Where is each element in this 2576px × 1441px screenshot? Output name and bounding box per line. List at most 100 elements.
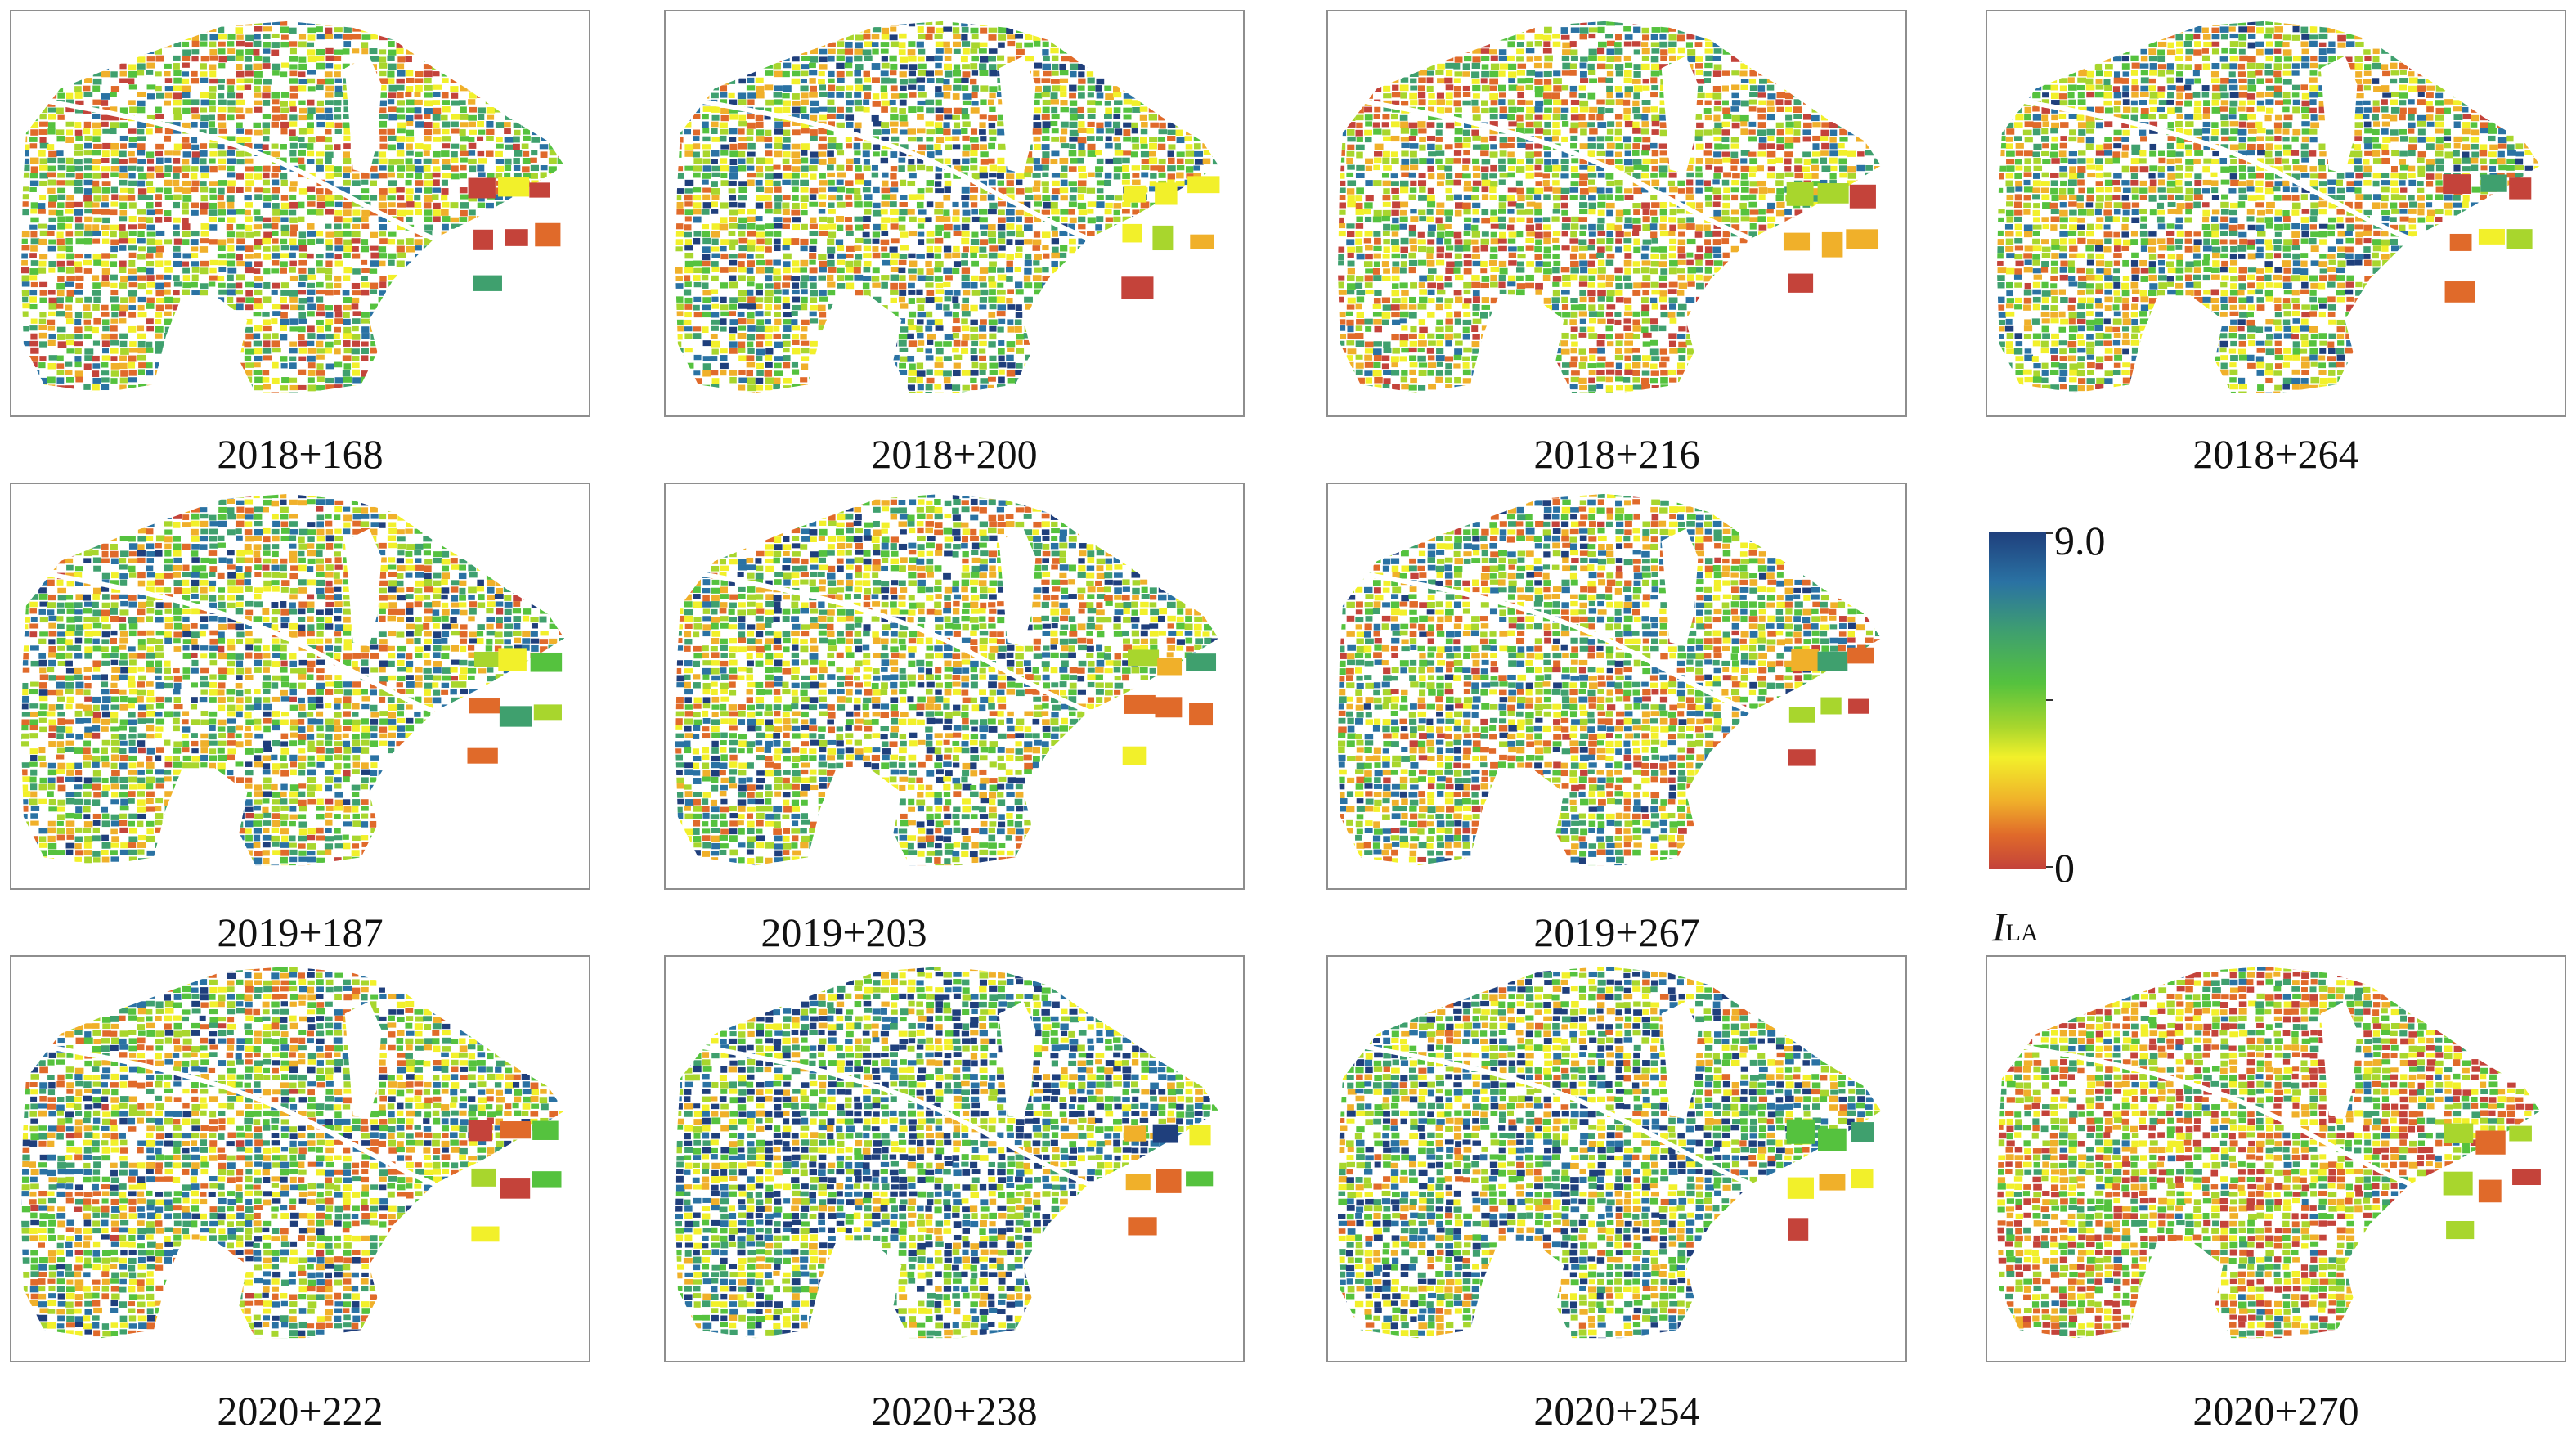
field-mosaic — [20, 493, 565, 866]
outlying-parcel — [1123, 1125, 1147, 1142]
field-mosaic — [1996, 20, 2541, 393]
river-gap — [698, 571, 1090, 714]
field-mosaic — [675, 493, 1219, 866]
river-gap — [698, 1044, 1090, 1187]
outlying-parcel — [2443, 174, 2471, 194]
lake-gap — [2320, 1001, 2358, 1120]
map-panel-2019-203 — [664, 483, 1245, 890]
map-caption: 2020+254 — [1388, 1390, 1846, 1431]
river-gap — [43, 571, 436, 714]
outlying-parcel — [2478, 1179, 2502, 1203]
color-scale-tick — [2046, 866, 2053, 868]
outlying-parcel — [2480, 174, 2507, 192]
map-caption: 2019+203 — [615, 912, 1073, 953]
outlying-parcel — [2444, 281, 2475, 303]
outlying-parcel — [1851, 1122, 1874, 1142]
outlying-parcel — [1128, 649, 1160, 667]
outlying-parcel — [2509, 1125, 2532, 1142]
outlying-parcel — [1189, 703, 1214, 726]
outlying-parcel — [471, 1168, 496, 1187]
outlying-parcel — [1125, 1174, 1151, 1191]
map-caption: 2020+270 — [2047, 1390, 2505, 1431]
outlying-parcel — [473, 651, 505, 667]
outlying-parcel — [2446, 1220, 2475, 1240]
river-gap — [43, 1044, 436, 1187]
lake-gap — [344, 56, 382, 174]
outlying-parcel — [1186, 1171, 1214, 1187]
river-gap — [2019, 1044, 2412, 1187]
outlying-parcel — [1820, 697, 1842, 715]
color-scale-symbol: I — [1992, 904, 2006, 949]
outlying-parcel — [1123, 185, 1147, 203]
outlying-parcel — [1152, 225, 1174, 251]
map-caption: 2018+216 — [1388, 433, 1846, 474]
lake-gap — [1661, 56, 1699, 174]
outlying-parcel — [1788, 273, 1814, 293]
outlying-parcel — [1190, 234, 1214, 249]
map-panel-2020-254 — [1326, 955, 1907, 1362]
outlying-parcel — [473, 229, 493, 250]
field-mosaic — [1337, 966, 1882, 1339]
lake-gap — [999, 528, 1036, 647]
outlying-parcel — [500, 1178, 531, 1199]
field-mosaic — [675, 20, 1219, 393]
color-scale-max-label: 9.0 — [2054, 520, 2106, 561]
outlying-parcel — [500, 1121, 532, 1139]
map-panel-2020-238 — [664, 955, 1245, 1362]
field-mosaic — [675, 966, 1219, 1339]
outlying-parcel — [1817, 651, 1848, 671]
lake-gap — [2320, 56, 2358, 174]
outlying-parcel — [2443, 1171, 2473, 1196]
outlying-parcel — [468, 177, 496, 199]
outlying-parcel — [505, 229, 528, 246]
outlying-parcel — [1791, 649, 1819, 671]
lake-gap — [999, 1001, 1036, 1120]
outlying-parcel — [1187, 176, 1220, 194]
outlying-parcel — [1788, 1218, 1809, 1241]
outlying-parcel — [1122, 746, 1147, 765]
outlying-parcel — [533, 704, 562, 720]
river-gap — [1360, 1044, 1752, 1187]
outlying-parcel — [2478, 228, 2505, 245]
outlying-parcel — [532, 1171, 562, 1188]
map-caption: 2019+267 — [1388, 912, 1846, 953]
outlying-parcel — [499, 706, 532, 727]
outlying-parcel — [467, 747, 498, 764]
outlying-parcel — [498, 177, 530, 197]
outlying-parcel — [498, 648, 527, 671]
map-caption: 2018+200 — [725, 433, 1183, 474]
outlying-parcel — [1786, 1119, 1815, 1144]
outlying-parcel — [1122, 223, 1142, 243]
field-mosaic — [20, 966, 565, 1339]
lake-gap — [1661, 528, 1699, 647]
map-panel-2018-264 — [1986, 10, 2566, 417]
outlying-parcel — [1786, 181, 1814, 206]
outlying-parcel — [1783, 232, 1811, 251]
river-gap — [1360, 571, 1752, 714]
outlying-parcel — [1157, 658, 1183, 676]
outlying-parcel — [469, 698, 500, 714]
lake-gap — [1661, 1001, 1699, 1120]
map-panel-2020-270 — [1986, 955, 2566, 1362]
lake-gap — [344, 1001, 382, 1120]
outlying-parcel — [468, 1120, 493, 1142]
outlying-parcel — [1851, 1169, 1874, 1189]
river-gap — [698, 98, 1090, 241]
outlying-parcel — [1124, 694, 1156, 714]
outlying-parcel — [1819, 1174, 1846, 1191]
outlying-parcel — [1787, 1177, 1814, 1199]
color-scale-bar — [1989, 532, 2046, 869]
outlying-parcel — [2512, 1169, 2541, 1186]
outlying-parcel — [2509, 177, 2532, 200]
outlying-parcel — [1818, 1128, 1847, 1151]
color-scale-min-label: 0 — [2054, 847, 2075, 888]
outlying-parcel — [535, 222, 561, 247]
outlying-parcel — [1848, 698, 1869, 714]
outlying-parcel — [2506, 229, 2533, 249]
map-caption: 2018+168 — [71, 433, 529, 474]
outlying-parcel — [530, 652, 563, 672]
outlying-parcel — [1189, 1125, 1211, 1146]
river-gap — [1360, 98, 1752, 241]
map-caption: 2018+264 — [2047, 433, 2505, 474]
outlying-parcel — [1846, 229, 1879, 249]
